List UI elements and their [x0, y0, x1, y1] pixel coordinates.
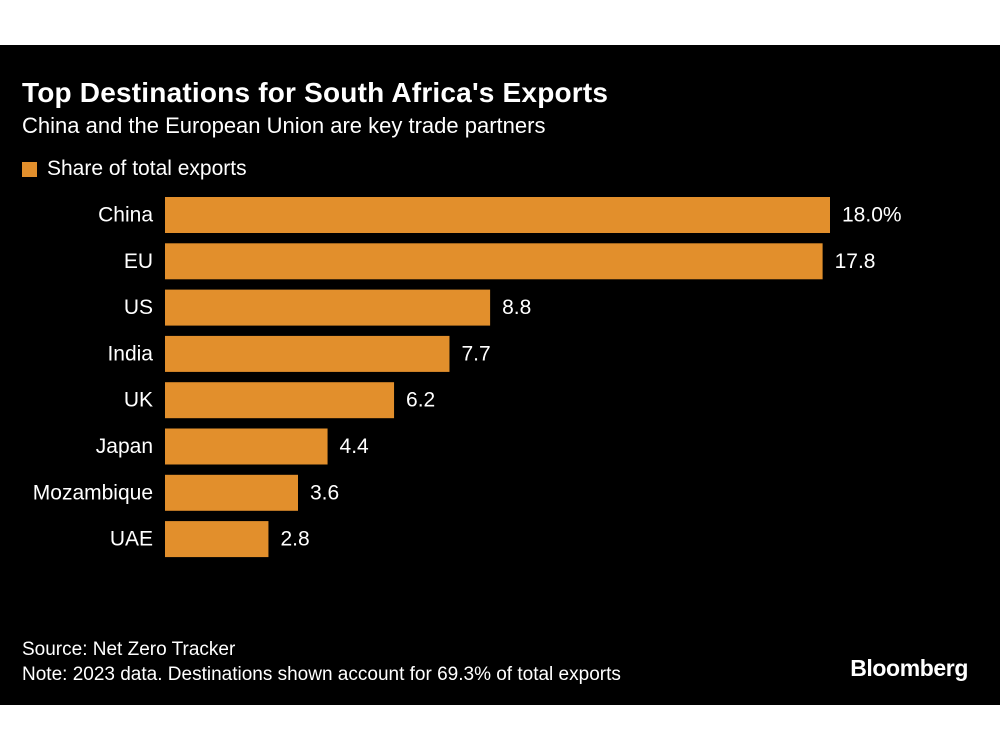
value-label-us: 8.8: [502, 296, 531, 319]
chart-panel: Top Destinations for South Africa's Expo…: [0, 45, 1000, 705]
category-label-eu: EU: [124, 250, 153, 273]
legend-swatch: [22, 161, 37, 177]
bar-india: [165, 335, 450, 372]
bar-mozambique: [165, 474, 298, 511]
source-text: Source: Net Zero Tracker: [22, 639, 236, 660]
value-label-uk: 6.2: [406, 389, 435, 412]
legend: Share of total exports: [22, 157, 247, 181]
bar-chart: China 18.0% EU 17.8 US 8.8 India 7.7 UK 6.2 Japan 4…: [33, 197, 902, 558]
bar-eu: [165, 243, 823, 280]
bloomberg-logo: Bloomberg: [850, 655, 968, 681]
bar-us: [165, 289, 491, 326]
chart-subtitle: China and the European Union are key tra…: [22, 113, 546, 138]
bar-japan: [165, 428, 328, 465]
value-label-china: 18.0%: [842, 204, 902, 227]
category-label-mozambique: Mozambique: [33, 481, 153, 504]
category-label-uk: UK: [124, 389, 153, 412]
value-label-uae: 2.8: [280, 528, 309, 551]
category-label-us: US: [124, 296, 153, 319]
bar-china: [165, 197, 830, 233]
bar-uk: [165, 382, 395, 419]
legend-label: Share of total exports: [47, 157, 247, 180]
value-label-india: 7.7: [461, 342, 490, 365]
category-label-uae: UAE: [110, 528, 153, 551]
category-label-china: China: [98, 204, 153, 227]
category-label-india: India: [107, 342, 153, 365]
bar-uae: [165, 521, 269, 558]
footer: Source: Net Zero Tracker Note: 2023 data…: [22, 637, 621, 687]
note-text: Note: 2023 data. Destinations shown acco…: [22, 664, 621, 685]
chart-title: Top Destinations for South Africa's Expo…: [22, 77, 609, 108]
value-label-eu: 17.8: [835, 250, 876, 273]
category-label-japan: Japan: [96, 435, 153, 458]
value-label-mozambique: 3.6: [310, 481, 339, 504]
value-label-japan: 4.4: [340, 435, 370, 458]
